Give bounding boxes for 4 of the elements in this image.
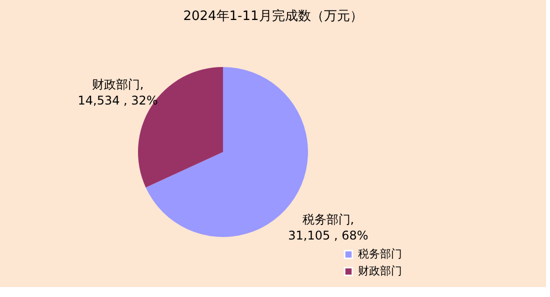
data-label: 税务部门, 31,105 , 68% — [288, 212, 368, 242]
legend-label: 税务部门 — [358, 248, 402, 260]
legend-label: 财政部门 — [358, 264, 402, 278]
chart-title: 2024年1-11月完成数（万元） — [183, 8, 363, 24]
